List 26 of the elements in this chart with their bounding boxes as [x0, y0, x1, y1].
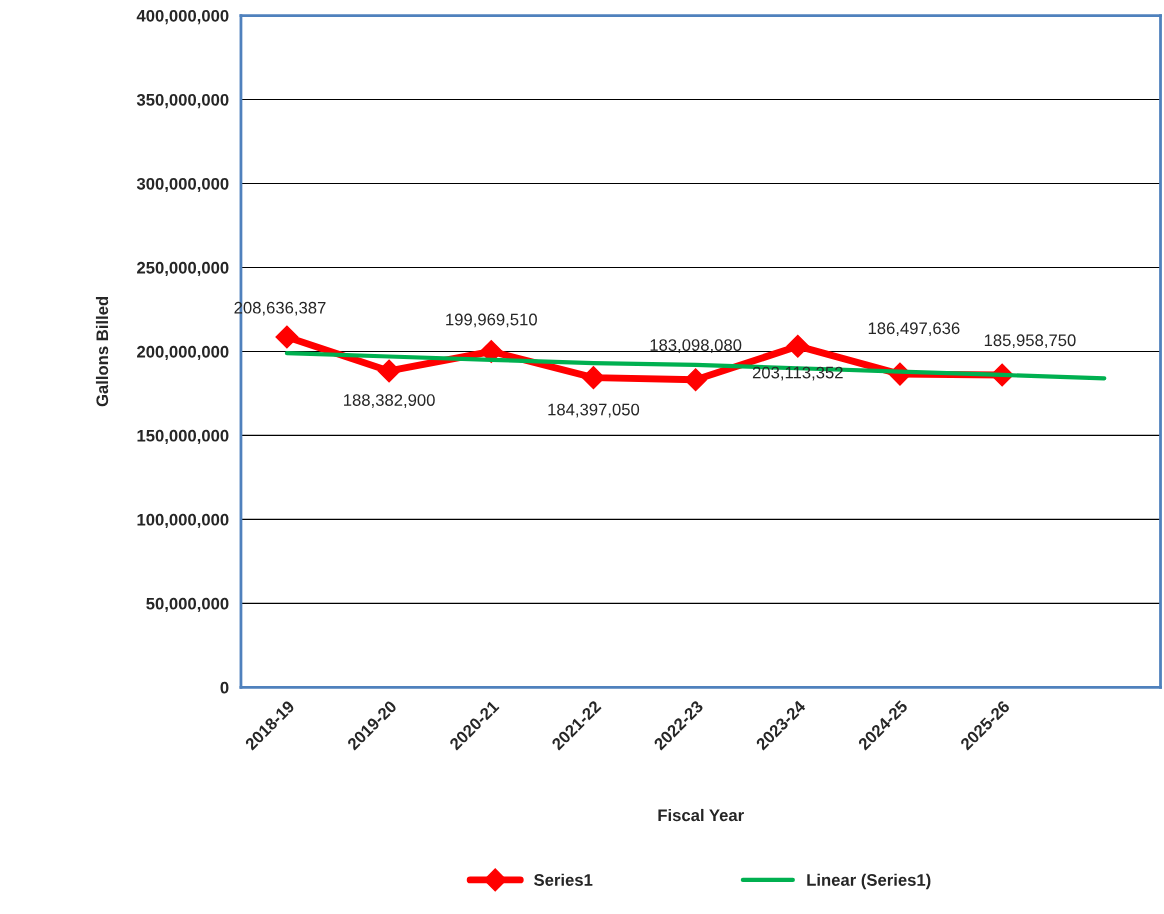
point [684, 368, 708, 392]
y-tick-label: 200,000,000 [137, 345, 229, 361]
legend-label: Series1 [534, 873, 593, 886]
point [479, 339, 503, 363]
data-label: 188,382,900 [344, 394, 435, 408]
y-axis-title: Gallons Billed [95, 296, 109, 407]
data-label: 203,113,352 [752, 366, 843, 381]
y-tick-label: 0 [220, 681, 229, 694]
data-label: 186,497,636 [868, 322, 960, 337]
data-label: 184,397,050 [548, 403, 640, 418]
y-tick-label: 100,000,000 [137, 513, 229, 528]
point [581, 366, 605, 390]
x-axis-title: Fiscal Year [658, 808, 744, 822]
y-tick-label: 250,000,000 [137, 261, 229, 277]
data-label: 185,958,750 [984, 334, 1076, 349]
point [377, 359, 401, 383]
data-label: 199,969,510 [446, 313, 537, 328]
legend-label: Linear (Series1) [807, 873, 931, 890]
y-tick-label: 350,000,000 [136, 93, 229, 109]
data-label: 183,098,080 [650, 339, 742, 353]
y-tick-label: 50,000,000 [146, 597, 229, 612]
point [786, 334, 810, 358]
y-tick-label: 400,000,000 [136, 9, 229, 25]
y-tick-label: 300,000,000 [136, 177, 229, 193]
y-tick-label: 150,000,000 [137, 429, 229, 445]
point [275, 325, 299, 349]
